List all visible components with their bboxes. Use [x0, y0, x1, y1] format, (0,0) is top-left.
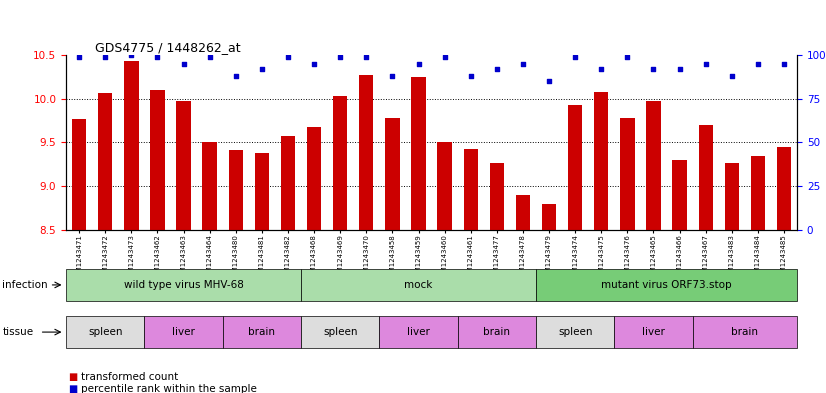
Text: brain: brain — [249, 327, 275, 337]
Text: spleen: spleen — [323, 327, 358, 337]
Point — [73, 53, 86, 60]
Bar — [411, 77, 425, 230]
Text: spleen: spleen — [88, 327, 122, 337]
Point — [203, 53, 216, 60]
Bar — [751, 156, 765, 230]
Point — [673, 66, 686, 72]
Point — [386, 73, 399, 79]
Point — [491, 66, 504, 72]
Text: spleen: spleen — [558, 327, 592, 337]
Point — [516, 61, 529, 67]
Point — [464, 73, 477, 79]
Bar — [202, 142, 217, 230]
Point — [151, 53, 164, 60]
Point — [777, 61, 790, 67]
Point — [307, 61, 320, 67]
Bar — [124, 61, 139, 230]
Bar — [515, 195, 530, 230]
Point — [752, 61, 765, 67]
Text: brain: brain — [483, 327, 510, 337]
Bar — [98, 94, 112, 230]
Bar — [542, 204, 556, 230]
Point — [543, 78, 556, 84]
Bar — [254, 153, 269, 230]
Text: liver: liver — [642, 327, 665, 337]
Point — [725, 73, 738, 79]
Bar — [359, 75, 373, 230]
Text: mutant virus ORF73.stop: mutant virus ORF73.stop — [601, 280, 732, 290]
Point — [595, 66, 608, 72]
Text: brain: brain — [731, 327, 758, 337]
Point — [568, 53, 582, 60]
Point — [647, 66, 660, 72]
Point — [359, 53, 373, 60]
Point — [282, 53, 295, 60]
Bar — [620, 118, 634, 230]
Text: ■: ■ — [68, 384, 77, 393]
Bar — [177, 101, 191, 230]
Text: infection: infection — [2, 280, 48, 290]
Point — [229, 73, 242, 79]
Bar — [490, 163, 504, 230]
Text: percentile rank within the sample: percentile rank within the sample — [81, 384, 257, 393]
Bar — [724, 163, 739, 230]
Text: wild type virus MHV-68: wild type virus MHV-68 — [124, 280, 244, 290]
Bar — [646, 101, 661, 230]
Bar — [281, 136, 295, 230]
Bar — [385, 118, 400, 230]
Bar — [568, 105, 582, 230]
Text: liver: liver — [407, 327, 430, 337]
Text: mock: mock — [405, 280, 433, 290]
Text: transformed count: transformed count — [81, 372, 178, 382]
Bar — [72, 119, 86, 230]
Point — [125, 52, 138, 58]
Bar — [229, 151, 243, 230]
Point — [255, 66, 268, 72]
Point — [438, 53, 451, 60]
Point — [177, 61, 190, 67]
Bar — [438, 142, 452, 230]
Text: GDS4775 / 1448262_at: GDS4775 / 1448262_at — [95, 41, 241, 54]
Bar — [699, 125, 713, 230]
Bar — [672, 160, 686, 230]
Text: tissue: tissue — [2, 327, 34, 337]
Text: liver: liver — [172, 327, 195, 337]
Bar — [463, 149, 478, 230]
Point — [412, 61, 425, 67]
Point — [98, 53, 112, 60]
Point — [334, 53, 347, 60]
Bar — [150, 90, 164, 230]
Bar — [594, 92, 609, 230]
Text: ■: ■ — [68, 372, 77, 382]
Bar — [307, 127, 321, 230]
Point — [621, 53, 634, 60]
Point — [699, 61, 712, 67]
Bar — [333, 96, 348, 230]
Bar — [777, 147, 791, 230]
